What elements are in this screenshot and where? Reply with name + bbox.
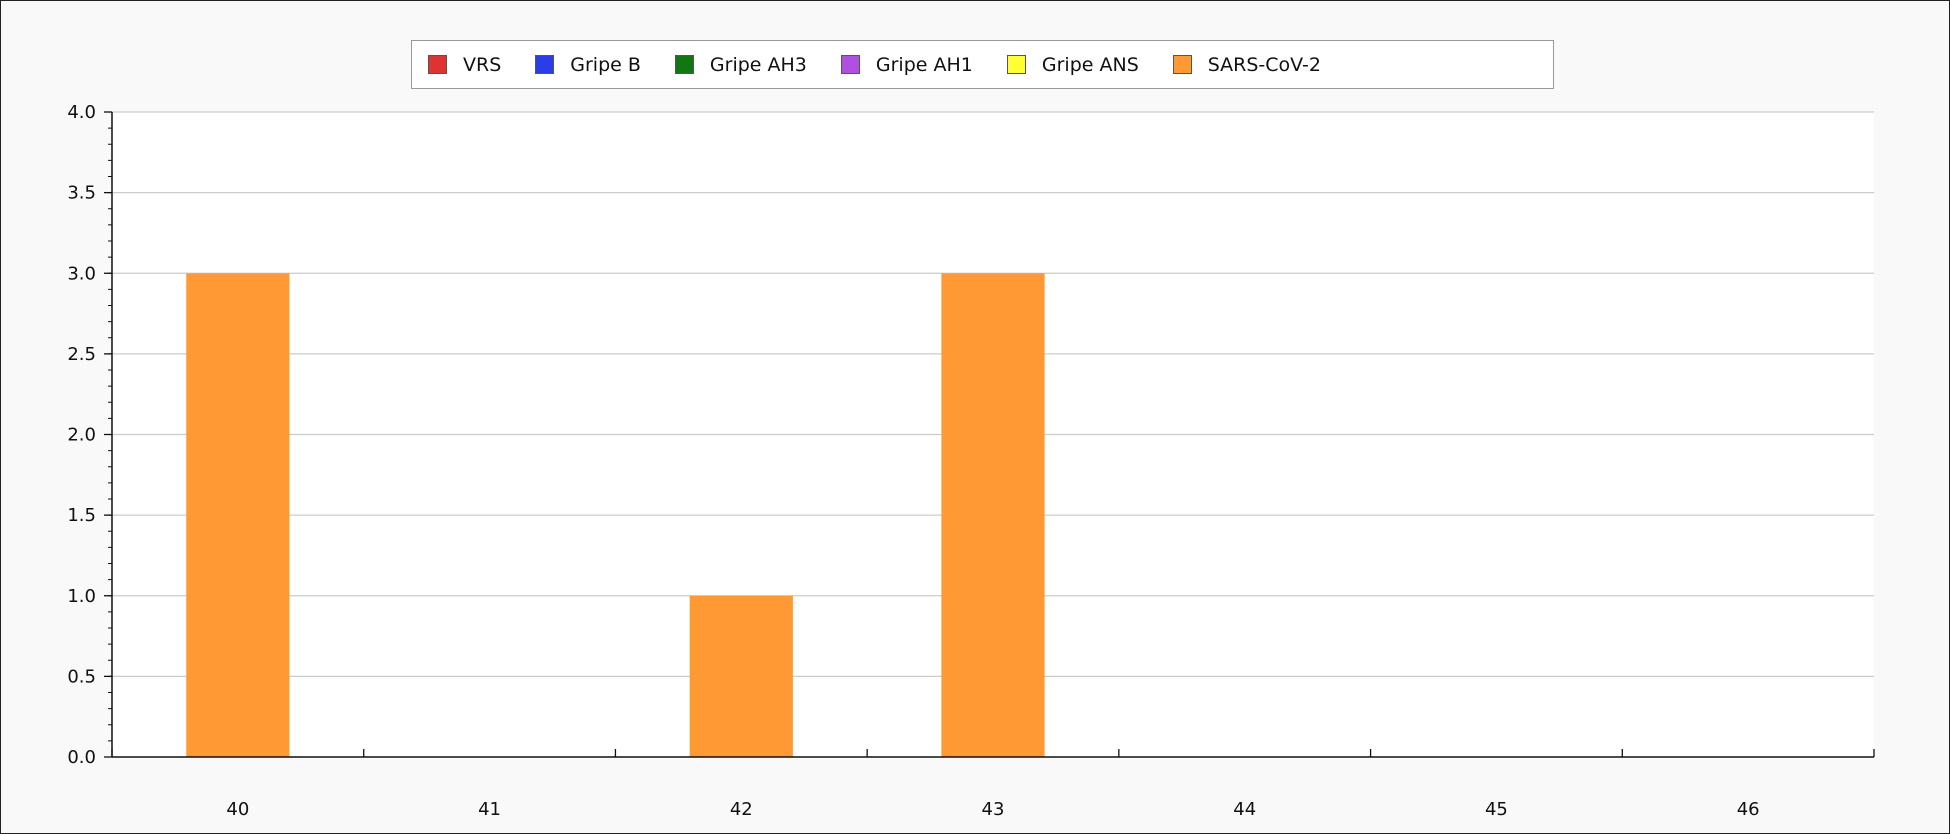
x-tick-label: 41 [478,799,501,820]
legend-item-gripe-ah1[interactable]: Gripe AH1 [840,53,973,76]
bars [186,273,1045,757]
chart-legend: VRS Gripe B Gripe AH3 Gripe AH1 Gripe AN… [411,40,1554,89]
bar[interactable] [186,273,290,757]
legend-swatch [535,55,555,74]
legend-swatch [674,55,694,74]
y-tick-label: 1.5 [67,505,96,526]
axes [104,111,1875,758]
x-tick-label: 40 [226,799,249,820]
y-tick-label: 1.0 [67,586,96,607]
legend-item-sars-cov-2[interactable]: SARS-CoV-2 [1172,53,1321,76]
legend-label: Gripe AH1 [875,53,973,76]
legend-swatch [1172,55,1192,74]
y-tick-label: 2.5 [67,344,96,365]
x-tick-labels: 40 41 42 43 44 45 46 [226,799,1759,820]
x-tick-label: 46 [1737,799,1760,820]
legend-label: Gripe AH3 [709,53,807,76]
legend-label: VRS [463,53,502,76]
y-tick-label: 4.0 [67,102,96,123]
y-tick-label: 2.0 [67,425,96,446]
legend-item-gripe-b[interactable]: Gripe B [535,54,641,76]
y-tick-label: 3.0 [67,263,96,284]
x-tick-label: 42 [730,799,753,820]
legend-label: SARS-CoV-2 [1207,53,1321,76]
legend-swatch [840,55,860,74]
y-tick-label: 0.5 [67,666,96,687]
legend-label: Gripe ANS [1041,53,1139,76]
legend-swatch [1006,55,1026,74]
x-tick-label: 44 [1233,799,1256,820]
y-tick-label: 0.0 [67,747,96,768]
bar[interactable] [689,595,793,757]
legend-item-gripe-ah3[interactable]: Gripe AH3 [674,53,807,76]
legend-item-vrs[interactable]: VRS [428,54,501,76]
legend-label: Gripe B [570,53,641,76]
y-tick-labels: 0.0 0.5 1.0 1.5 2.0 2.5 3.0 3.5 4.0 [67,102,96,768]
x-tick-label: 45 [1485,799,1508,820]
legend-swatch [428,55,447,74]
bar[interactable] [941,273,1045,757]
x-tick-label: 43 [982,799,1005,820]
y-tick-label: 3.5 [67,183,96,204]
legend-item-gripe-ans[interactable]: Gripe ANS [1006,53,1139,76]
